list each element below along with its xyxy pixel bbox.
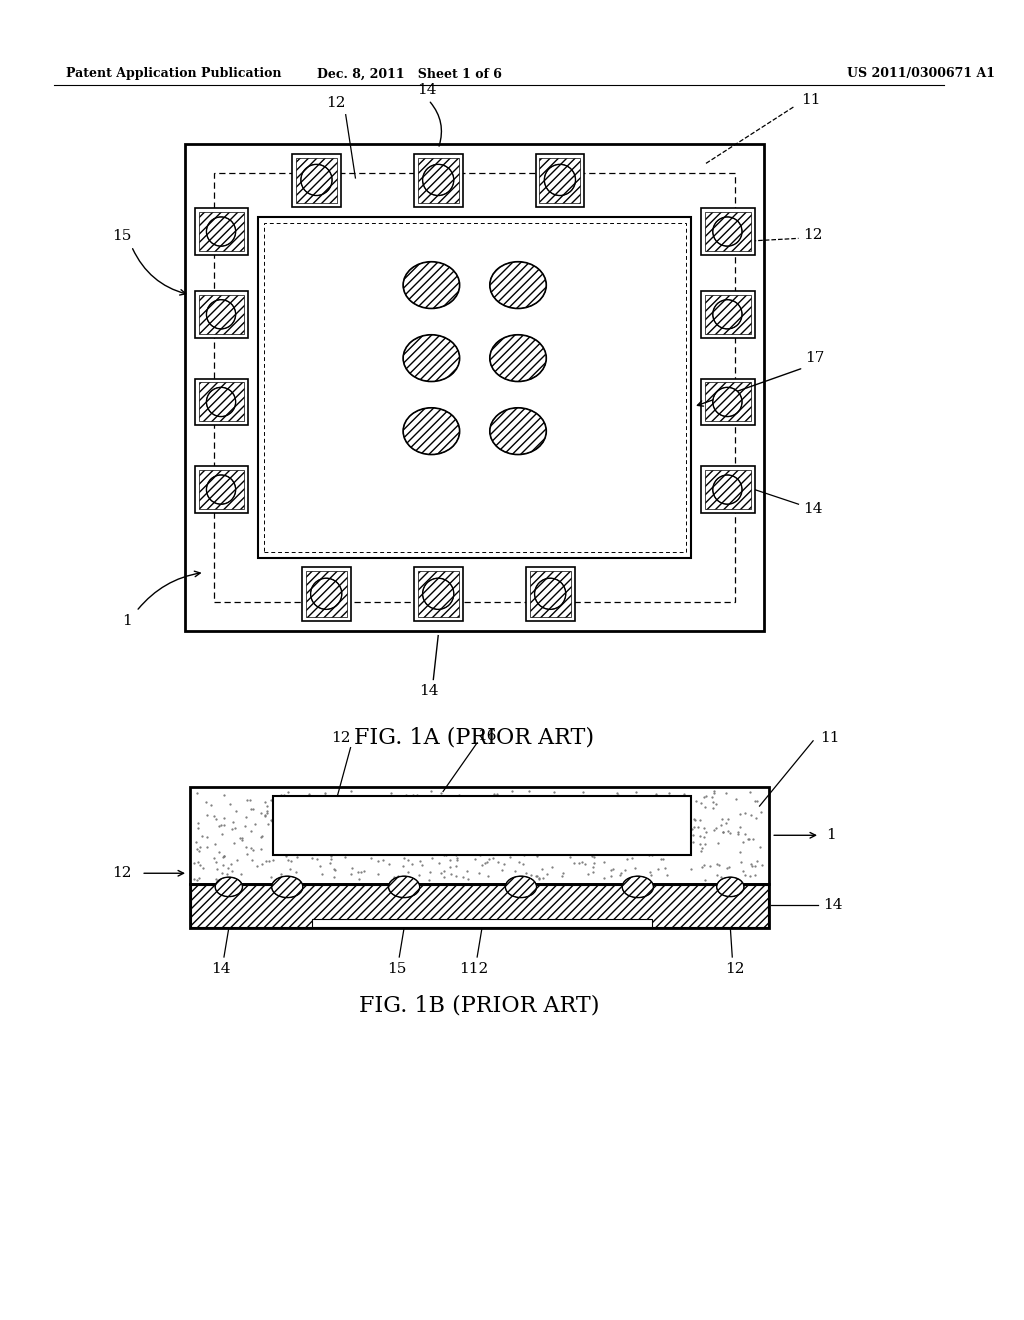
Bar — [414, 153, 463, 207]
Circle shape — [423, 165, 454, 195]
Text: FIG. 1B (PRIOR ART): FIG. 1B (PRIOR ART) — [358, 995, 599, 1016]
Bar — [272, 796, 691, 855]
Bar — [195, 466, 248, 513]
Circle shape — [713, 216, 742, 246]
Bar — [418, 157, 459, 203]
Bar — [529, 572, 570, 618]
Circle shape — [207, 216, 236, 246]
Bar — [414, 568, 463, 620]
Ellipse shape — [489, 335, 546, 381]
Circle shape — [713, 300, 742, 329]
Text: 112: 112 — [460, 962, 488, 975]
Text: 1: 1 — [825, 828, 836, 842]
Text: 17: 17 — [805, 351, 824, 366]
Text: 11: 11 — [820, 731, 840, 744]
Bar — [701, 379, 755, 425]
Circle shape — [207, 300, 236, 329]
Text: 11: 11 — [802, 94, 821, 107]
Text: 16: 16 — [477, 729, 497, 743]
Circle shape — [301, 165, 332, 195]
Text: 15: 15 — [387, 962, 406, 975]
Bar — [199, 294, 245, 334]
Bar — [292, 153, 341, 207]
Text: 14: 14 — [211, 962, 230, 975]
Circle shape — [310, 578, 342, 610]
Circle shape — [545, 165, 575, 195]
Bar — [705, 383, 751, 421]
Bar — [199, 470, 245, 510]
Text: 12: 12 — [725, 962, 744, 975]
Text: 12: 12 — [331, 731, 350, 744]
Ellipse shape — [403, 335, 460, 381]
Bar — [296, 157, 337, 203]
Ellipse shape — [403, 408, 460, 454]
Circle shape — [207, 387, 236, 417]
Circle shape — [423, 578, 454, 610]
Bar — [540, 157, 581, 203]
Bar — [195, 209, 248, 255]
Text: 14: 14 — [804, 502, 823, 516]
Bar — [705, 213, 751, 251]
Text: 1: 1 — [122, 614, 131, 628]
Text: Patent Application Publication: Patent Application Publication — [67, 67, 282, 81]
Bar — [258, 216, 691, 558]
Bar — [311, 919, 652, 927]
Ellipse shape — [388, 876, 420, 898]
Bar — [701, 209, 755, 255]
Bar — [190, 884, 768, 927]
Bar — [195, 290, 248, 338]
Bar — [705, 470, 751, 510]
Bar — [199, 213, 245, 251]
Bar — [189, 884, 769, 928]
Text: 15: 15 — [112, 230, 131, 243]
Bar — [214, 173, 735, 602]
Text: 14: 14 — [823, 899, 843, 912]
Bar — [189, 787, 769, 884]
Bar — [264, 223, 685, 552]
Text: 12: 12 — [327, 96, 346, 110]
Circle shape — [207, 475, 236, 504]
Bar — [306, 572, 347, 618]
Ellipse shape — [489, 261, 546, 309]
Bar — [195, 379, 248, 425]
Bar — [536, 153, 585, 207]
Ellipse shape — [506, 876, 537, 898]
Text: 12: 12 — [804, 228, 823, 243]
Ellipse shape — [717, 878, 744, 896]
Text: FIG. 1A (PRIOR ART): FIG. 1A (PRIOR ART) — [354, 727, 594, 748]
Text: 14: 14 — [419, 684, 438, 698]
Circle shape — [535, 578, 566, 610]
Ellipse shape — [623, 876, 653, 898]
Circle shape — [713, 475, 742, 504]
Ellipse shape — [403, 261, 460, 309]
Bar — [701, 466, 755, 513]
Circle shape — [713, 387, 742, 417]
Ellipse shape — [215, 878, 243, 896]
Text: 14: 14 — [417, 83, 436, 98]
Bar — [526, 568, 574, 620]
Text: Dec. 8, 2011   Sheet 1 of 6: Dec. 8, 2011 Sheet 1 of 6 — [316, 67, 502, 81]
Ellipse shape — [489, 408, 546, 454]
Bar — [705, 294, 751, 334]
Text: US 2011/0300671 A1: US 2011/0300671 A1 — [847, 67, 995, 81]
Bar — [701, 290, 755, 338]
Text: 12: 12 — [112, 866, 131, 880]
Bar — [199, 383, 245, 421]
Bar — [302, 568, 350, 620]
Bar — [185, 144, 764, 631]
Ellipse shape — [271, 876, 303, 898]
Bar — [418, 572, 459, 618]
